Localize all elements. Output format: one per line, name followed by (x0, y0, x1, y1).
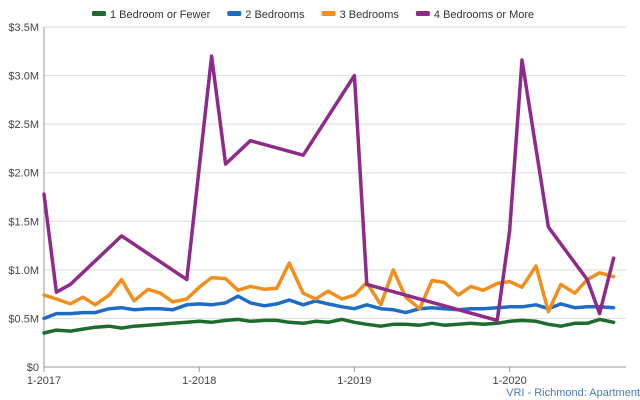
y-tick-label: $0 (27, 362, 39, 374)
legend-label: 1 Bedroom or Fewer (110, 9, 211, 21)
x-tick-label: 1-2019 (337, 375, 371, 387)
series-line (42, 317, 616, 335)
gridlines (44, 26, 626, 368)
x-axis: 1-2017 1-2018 1-2019 1-2020 (27, 366, 626, 387)
legend-item: 3 Bedrooms (321, 9, 400, 21)
y-tick-label: $2.0M (8, 168, 39, 180)
x-tick-label: 1-2017 (27, 375, 61, 387)
y-tick-label: $1.5M (8, 216, 39, 228)
legend-swatch (415, 11, 430, 16)
y-tick-label: $0.5M (8, 313, 39, 325)
series-line (42, 294, 616, 321)
legend-swatch (92, 11, 106, 16)
series-layer (42, 54, 616, 335)
y-tick-label: $2.5M (8, 119, 39, 131)
x-tick-label: 1-2018 (182, 375, 216, 387)
legend-swatch (321, 11, 336, 16)
series-line (42, 54, 616, 323)
legend-label: 4 Bedrooms or More (434, 9, 534, 21)
y-axis: $0 $0.5M $1.0M $1.5M $2.0M $2.5M $3.0M $3.5M (8, 22, 45, 374)
legend: 1 Bedroom or Fewer 2 Bedrooms 3 Bedrooms 4 … (92, 9, 534, 21)
legend-label: 3 Bedrooms (340, 9, 400, 21)
legend-swatch (227, 11, 242, 16)
y-tick-label: $3.0M (8, 71, 39, 83)
x-tick-label: 1-2020 (492, 375, 526, 387)
legend-item: 1 Bedroom or Fewer (92, 9, 211, 21)
legend-item: 2 Bedrooms (227, 9, 305, 21)
y-tick-label: $3.5M (8, 22, 39, 34)
series-line (42, 261, 616, 314)
legend-item: 4 Bedrooms or More (415, 9, 534, 21)
source-annotation: VRI - Richmond: Apartment (506, 387, 640, 399)
legend-label: 2 Bedrooms (245, 9, 305, 21)
y-tick-label: $1.0M (8, 265, 39, 277)
